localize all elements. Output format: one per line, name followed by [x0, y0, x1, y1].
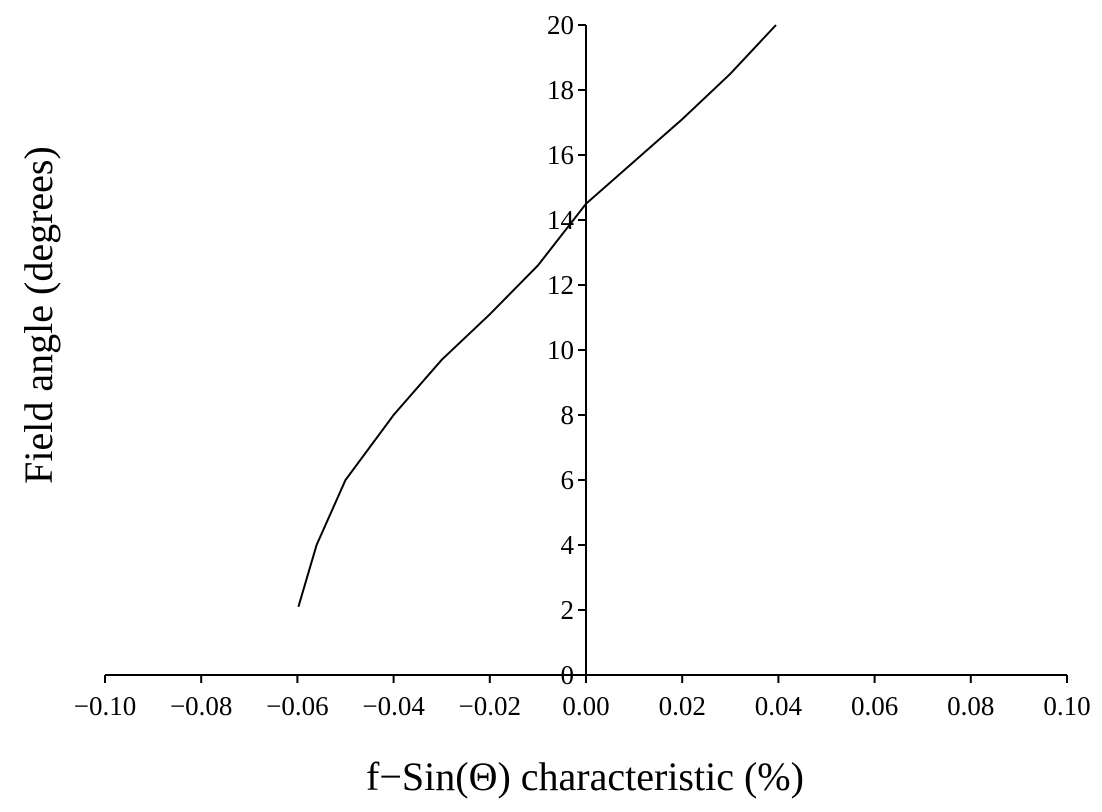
y-tick-label: 18	[547, 75, 574, 105]
y-tick-label: 14	[547, 205, 575, 235]
x-tick-label: 0.04	[755, 691, 803, 721]
x-axis: −0.10 −0.08 −0.06 −0.04 −0.02 0.00 0.02 0.04 0.0…	[74, 674, 1091, 721]
series-group	[297, 24, 777, 608]
x-tick-label: 0.00	[562, 691, 609, 721]
y-tick-label: 12	[547, 270, 574, 300]
y-tick-label: 20	[547, 10, 574, 40]
y-tick-label: 16	[547, 140, 574, 170]
y-tick-label: 6	[561, 465, 575, 495]
series-line	[297, 24, 777, 608]
y-axis: 0 2 4 6 8 10 12 14 16 18 20	[547, 10, 587, 690]
x-tick-label: 0.08	[947, 691, 994, 721]
x-axis-title: f−Sin(Θ) characteristic (%)	[366, 754, 804, 799]
x-tick-label: −0.08	[170, 691, 232, 721]
y-tick-label: 10	[547, 335, 574, 365]
y-tick-label: 2	[561, 595, 575, 625]
y-tick-label: 4	[561, 530, 575, 560]
y-axis-title: Field angle (degrees)	[16, 146, 61, 484]
x-tick-label: 0.06	[851, 691, 898, 721]
x-tick-label: −0.10	[74, 691, 136, 721]
x-tick-label: 0.10	[1043, 691, 1090, 721]
x-tick-label: −0.02	[459, 691, 521, 721]
x-tick-label: 0.02	[659, 691, 706, 721]
x-tick-label: −0.04	[362, 691, 425, 721]
y-tick-label: 0	[561, 660, 575, 690]
y-tick-label: 8	[561, 400, 575, 430]
x-tick-label: −0.06	[266, 691, 328, 721]
